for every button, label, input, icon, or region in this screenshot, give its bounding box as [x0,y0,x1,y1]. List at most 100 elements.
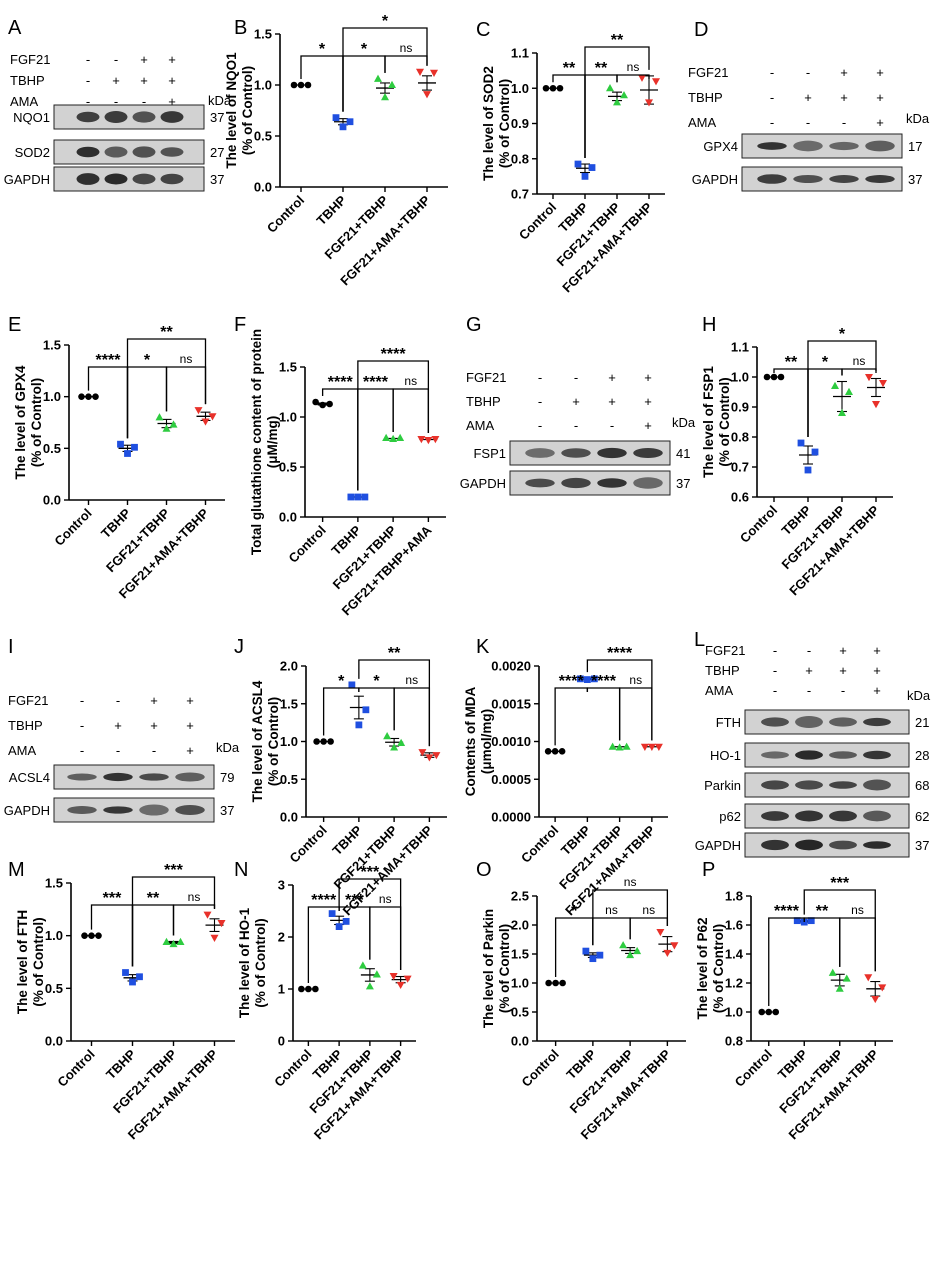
y-tick-label: 1.0 [254,78,272,93]
condition-label: FGF21 [8,693,48,708]
significance-bracket [592,889,669,946]
blot-band [761,717,789,727]
y-axis-label: The level of Parkin [481,909,496,1028]
data-point [122,969,129,976]
kda-label: kDa [906,111,930,126]
condition-sign: - [842,115,846,130]
y-axis-label: The level of NQO1 [224,52,239,169]
significance-bracket [584,46,650,159]
condition-sign: + [572,394,580,409]
condition-sign: + [805,663,813,678]
condition-sign: + [840,90,848,105]
condition-label: TBHP [8,718,43,733]
blot-band [67,773,97,781]
condition-sign: - [773,683,777,698]
blot-band [829,717,857,727]
data-point [430,69,438,77]
y-axis-label: The level of GPX4 [13,365,28,480]
significance-label: ns [379,892,392,906]
chart-panel-N: N 0 1 2 3 The level of HO-1 (% of Control) Cont… [234,859,416,1142]
kda-label: kDa [672,415,696,430]
significance-label: * [839,326,846,343]
significance-label: ns [405,673,418,687]
significance-bracket [839,917,876,972]
data-point [652,78,660,86]
blot-band [160,173,184,185]
panel-letter: D [694,19,708,41]
y-tick-label: 2.0 [280,659,298,674]
significance-label: **** [96,352,122,369]
blot-band [76,111,100,123]
y-axis-label: (% of Control) [31,917,46,1006]
condition-label: AMA [688,115,717,130]
significance-bracket [126,338,207,439]
significance-bracket [392,388,430,433]
band-name: Parkin [704,778,741,793]
y-axis-label: The level of FSP1 [701,366,716,478]
significance-bracket [322,687,360,736]
significance-label: **** [774,903,800,920]
data-point [872,401,880,409]
condition-sign: + [873,663,881,678]
panel-letter: F [234,314,246,336]
data-point [804,466,812,474]
data-point [551,748,559,755]
y-tick-label: 0.0 [43,493,61,508]
chart-panel-M: M 0.0 0.5 1.0 1.5 The level of FTH (% of Contr… [8,859,235,1142]
y-tick-label: 0.0 [45,1034,63,1049]
significance-bracket [618,687,653,741]
data-point [606,84,614,92]
condition-sign: + [644,394,652,409]
data-point [758,1008,766,1016]
blot-band [561,477,591,489]
condition-sign: + [150,718,158,733]
condition-sign: - [770,65,774,80]
blot-panel-G: G FGF21 - - + + TBHP - + + + AMA - - - + kDa FSP1 41 GAPDH 3… [460,314,696,496]
condition-sign: + [112,73,120,88]
significance-label: ns [624,875,637,889]
y-tick-label: 3 [278,878,285,893]
data-point [763,373,771,381]
y-tick-label: 1.2 [725,976,743,991]
condition-sign: + [804,90,812,105]
data-point [372,970,381,978]
data-point [656,928,665,937]
data-point [588,164,596,171]
band-name: GAPDH [460,476,506,491]
chart-panel-F: F 0.0 0.5 1.0 1.5 Total glutathione content o… [234,314,446,618]
condition-sign: + [608,394,616,409]
data-point [365,982,374,990]
blot-band [761,780,789,790]
band-kda: 37 [220,803,234,818]
significance-bracket [554,687,589,746]
y-tick-label: 0.8 [511,151,529,166]
y-tick-label: 0.0020 [491,659,531,674]
data-point [670,942,679,950]
condition-sign: - [806,115,810,130]
y-tick-label: 0.0 [511,1034,529,1049]
blot-band [863,810,891,822]
significance-label: ** [160,324,173,341]
blot-band [863,779,891,791]
condition-sign: - [80,693,84,708]
band-kda: 37 [915,838,929,853]
significance-bracket [584,74,618,159]
blot-band [793,140,823,152]
band-kda: 17 [908,139,922,154]
condition-sign: - [80,718,84,733]
kda-label: kDa [216,740,240,755]
blot-band [757,174,787,184]
y-axis-label: Total glutathione content of protein [249,329,264,555]
significance-label: * [382,13,389,30]
data-point [845,387,853,395]
data-point [169,420,178,428]
data-point [389,973,398,981]
condition-label: TBHP [10,73,45,88]
data-point [169,939,178,948]
data-point [590,675,598,683]
y-tick-label: 0.0010 [491,734,531,749]
band-name: FSP1 [473,446,506,461]
y-tick-label: 1.0 [279,410,297,425]
significance-label: ns [642,903,655,917]
condition-sign: + [876,90,884,105]
